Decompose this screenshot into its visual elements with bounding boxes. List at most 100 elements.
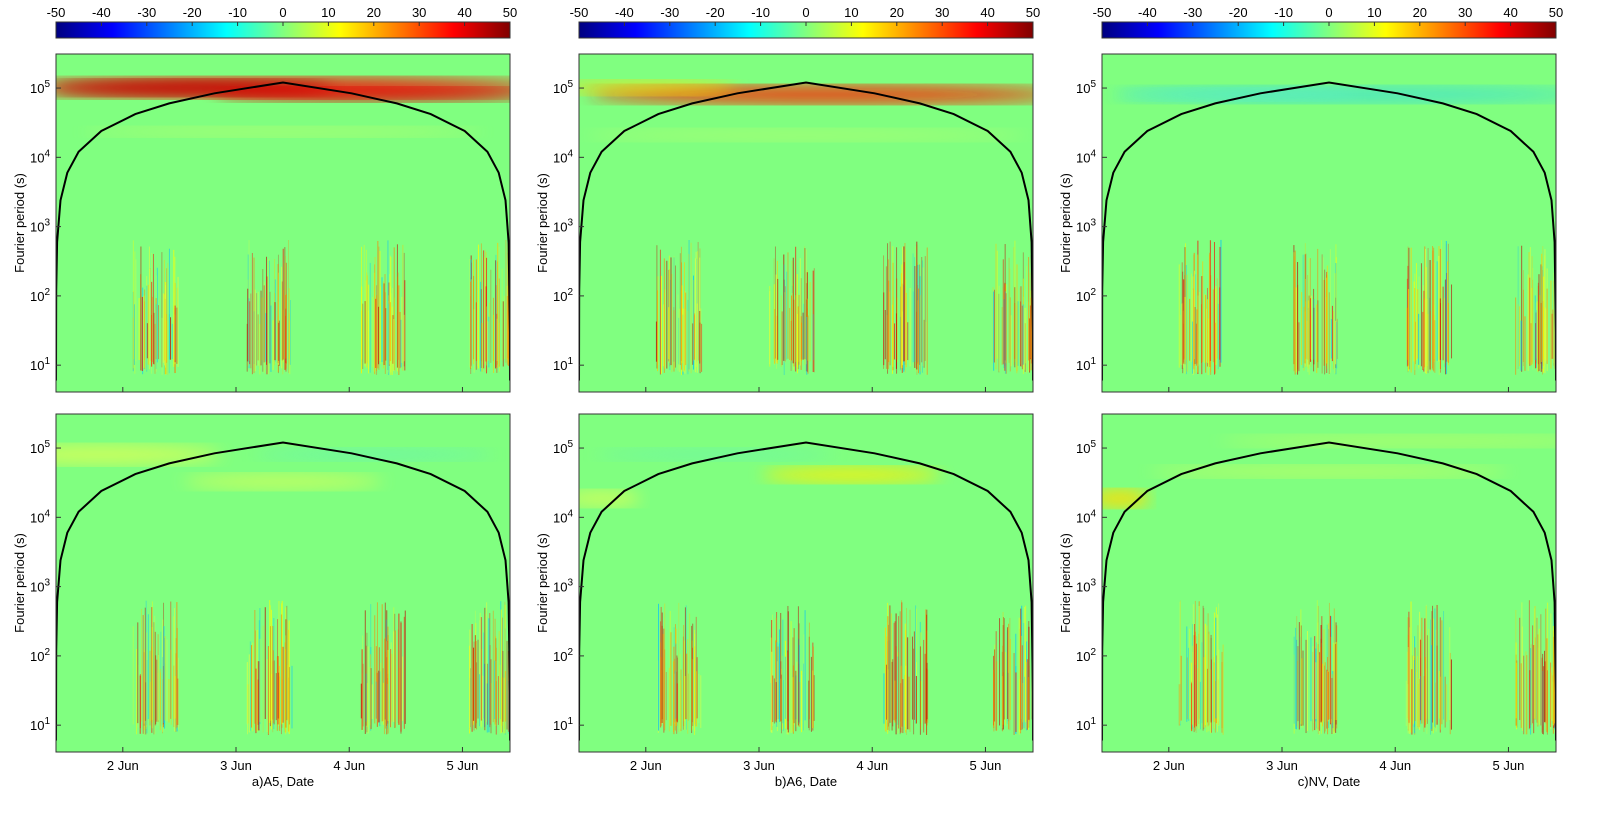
y-tick-base: 10	[1076, 220, 1090, 235]
y-tick-exponent: 3	[1090, 218, 1096, 229]
colorbar-tick-label: -10	[228, 5, 247, 20]
heatmap-feature	[1219, 435, 1556, 448]
y-tick-exponent: 5	[44, 79, 50, 90]
cone-of-influence	[56, 441, 510, 741]
colorbar-tick-label: 40	[1503, 5, 1517, 20]
x-tick-label: 5 Jun	[447, 758, 479, 773]
y-tick-exponent: 1	[567, 716, 573, 727]
colorbar-tick-label: -30	[660, 5, 679, 20]
plot-frame	[1101, 53, 1557, 393]
y-tick-exponent: 2	[44, 287, 50, 298]
colorbar-tick-label: -10	[1274, 5, 1293, 20]
x-axis-label: a)A5, Date	[252, 774, 314, 789]
y-tick-exponent: 4	[567, 508, 573, 519]
y-tick-exponent: 4	[567, 148, 573, 159]
colorbar-tick-label: 30	[412, 5, 426, 20]
cone-of-influence	[579, 441, 1033, 741]
y-tick-exponent: 1	[44, 716, 50, 727]
y-tick-base: 10	[553, 441, 567, 456]
y-tick-exponent: 5	[1090, 79, 1096, 90]
colorbar-tick-label: -40	[615, 5, 634, 20]
y-tick-label: 102	[30, 647, 50, 664]
colorbar-tick-label: -50	[570, 5, 589, 20]
heatmap-feature	[56, 444, 222, 465]
y-tick-exponent: 4	[1090, 148, 1096, 159]
y-tick-base: 10	[30, 510, 44, 525]
y-tick-label: 104	[553, 508, 573, 525]
y-tick-label: 104	[30, 508, 50, 525]
y-tick-base: 10	[1076, 510, 1090, 525]
heatmap-feature	[213, 87, 510, 102]
y-tick-base: 10	[30, 580, 44, 595]
y-tick-label: 104	[1076, 148, 1096, 165]
y-tick-exponent: 5	[44, 439, 50, 450]
y-axis-label: Fourier period (s)	[535, 173, 550, 273]
colorbar-tick-label: 30	[935, 5, 949, 20]
x-tick-label: 4 Jun	[333, 758, 365, 773]
y-tick-base: 10	[30, 358, 44, 373]
heatmap-feature	[183, 473, 383, 490]
y-tick-exponent: 4	[44, 148, 50, 159]
x-tick-label: 2 Jun	[1153, 758, 1185, 773]
colorbar-tick-label: 30	[1458, 5, 1472, 20]
y-tick-exponent: 4	[1090, 508, 1096, 519]
y-tick-base: 10	[30, 649, 44, 664]
y-tick-base: 10	[1076, 289, 1090, 304]
cone-of-influence	[1102, 441, 1556, 741]
colorbar-tick-label: -40	[1138, 5, 1157, 20]
heatmap-field	[579, 414, 1033, 752]
y-tick-label: 103	[553, 218, 573, 235]
y-tick-exponent: 3	[567, 218, 573, 229]
y-axis-label: Fourier period (s)	[12, 533, 27, 633]
colorbar-tick-label: 20	[1413, 5, 1427, 20]
y-tick-base: 10	[553, 150, 567, 165]
x-tick-label: 3 Jun	[220, 758, 252, 773]
x-tick-label: 2 Jun	[630, 758, 662, 773]
y-tick-label: 102	[553, 287, 573, 304]
heatmap-field	[56, 414, 510, 752]
heatmap-field	[579, 54, 1033, 392]
colorbar-tick-label: -40	[92, 5, 111, 20]
y-tick-label: 101	[30, 356, 50, 373]
y-tick-base: 10	[553, 580, 567, 595]
heatmap-feature	[586, 129, 1026, 142]
colorbar-tick-label: 10	[321, 5, 335, 20]
colorbar-tick-label: 50	[1026, 5, 1040, 20]
y-tick-label: 105	[553, 439, 573, 456]
heatmap-field	[56, 54, 510, 392]
colorbar-tick-label: 10	[844, 5, 858, 20]
y-tick-exponent: 5	[567, 439, 573, 450]
heatmap-feature	[1118, 88, 1359, 101]
y-tick-base: 10	[30, 289, 44, 304]
y-tick-label: 102	[553, 647, 573, 664]
heatmap-background	[579, 414, 1033, 752]
y-tick-exponent: 2	[44, 647, 50, 658]
y-tick-base: 10	[30, 150, 44, 165]
y-tick-base: 10	[30, 81, 44, 96]
colorbar-tick-label: 0	[802, 5, 809, 20]
x-tick-label: 4 Jun	[1379, 758, 1411, 773]
y-tick-base: 10	[553, 220, 567, 235]
y-tick-exponent: 3	[1090, 578, 1096, 589]
colorbar-tick-label: -50	[47, 5, 66, 20]
colorbar-tick-label: -50	[1093, 5, 1112, 20]
colorbar-tick-label: -20	[1229, 5, 1248, 20]
y-tick-exponent: 3	[44, 218, 50, 229]
x-axis-label: b)A6, Date	[775, 774, 837, 789]
heatmap-field	[1102, 414, 1556, 752]
plot-frame	[578, 413, 1034, 753]
y-tick-base: 10	[1076, 358, 1090, 373]
y-axis-label: Fourier period (s)	[12, 173, 27, 273]
colorbar-tick-label: -30	[1183, 5, 1202, 20]
y-tick-label: 101	[553, 356, 573, 373]
y-tick-base: 10	[1076, 81, 1090, 96]
y-tick-label: 105	[30, 439, 50, 456]
y-tick-label: 102	[1076, 287, 1096, 304]
y-tick-label: 101	[1076, 716, 1096, 733]
y-tick-base: 10	[553, 510, 567, 525]
